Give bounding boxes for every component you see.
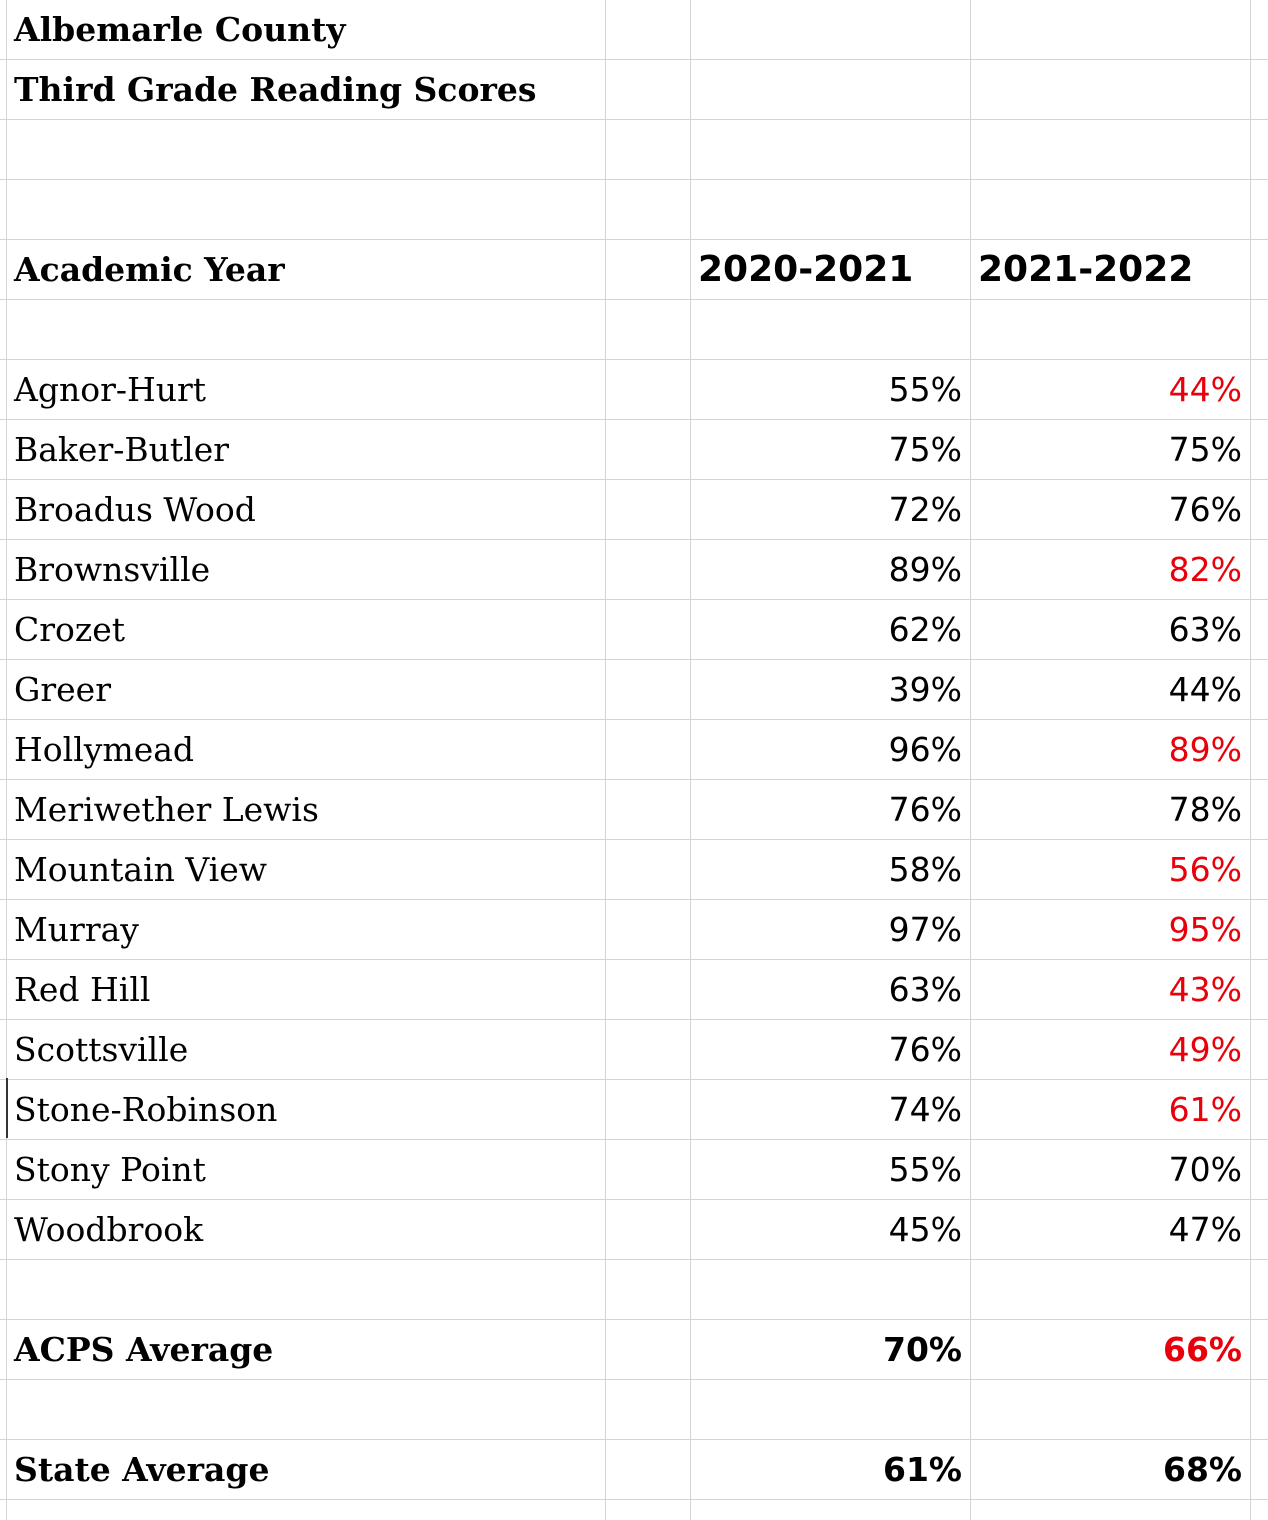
row-divider	[0, 479, 1268, 480]
score-2021-2022[interactable]: 76%	[1168, 490, 1242, 529]
score-2021-2022[interactable]: 75%	[1168, 430, 1242, 469]
year-header-2020-2021[interactable]: 2020-2021	[698, 249, 914, 290]
score-2020-2021[interactable]: 76%	[888, 1030, 962, 1069]
state-average-2020-2021[interactable]: 61%	[883, 1450, 962, 1489]
score-2021-2022[interactable]: 82%	[1168, 550, 1242, 589]
score-2020-2021[interactable]: 62%	[888, 610, 962, 649]
score-2021-2022[interactable]: 47%	[1168, 1210, 1242, 1249]
score-2021-2022[interactable]: 49%	[1168, 1030, 1242, 1069]
title-line-1[interactable]: Albemarle County	[14, 10, 346, 49]
score-2020-2021[interactable]: 89%	[888, 550, 962, 589]
score-2020-2021[interactable]: 72%	[888, 490, 962, 529]
row-divider	[0, 779, 1268, 780]
row-divider	[0, 299, 1268, 300]
school-name[interactable]: Broadus Wood	[14, 490, 256, 529]
school-name[interactable]: Hollymead	[14, 730, 195, 769]
score-2020-2021[interactable]: 97%	[888, 910, 962, 949]
school-name[interactable]: Baker-Butler	[14, 430, 229, 469]
state-average-label[interactable]: State Average	[14, 1450, 270, 1489]
score-2021-2022[interactable]: 61%	[1168, 1090, 1242, 1129]
column-divider	[605, 0, 606, 1520]
column-divider	[6, 0, 7, 1520]
school-name[interactable]: Mountain View	[14, 850, 267, 889]
score-2021-2022[interactable]: 43%	[1168, 970, 1242, 1009]
school-name[interactable]: Scottsville	[14, 1030, 189, 1069]
column-divider	[1250, 0, 1251, 1520]
school-name[interactable]: Agnor-Hurt	[14, 370, 207, 409]
acps-average-2021-2022[interactable]: 66%	[1163, 1330, 1242, 1369]
school-name[interactable]: Red Hill	[14, 970, 151, 1009]
row-divider	[0, 539, 1268, 540]
row-divider	[0, 359, 1268, 360]
score-2020-2021[interactable]: 74%	[888, 1090, 962, 1129]
row-divider	[0, 839, 1268, 840]
score-2020-2021[interactable]: 39%	[888, 670, 962, 709]
row-divider	[0, 959, 1268, 960]
row-divider	[0, 1379, 1268, 1380]
score-2021-2022[interactable]: 95%	[1168, 910, 1242, 949]
school-name[interactable]: Greer	[14, 670, 111, 709]
school-name[interactable]: Woodbrook	[14, 1210, 204, 1249]
school-name[interactable]: Brownsville	[14, 550, 211, 589]
row-divider	[0, 599, 1268, 600]
academic-year-header[interactable]: Academic Year	[14, 250, 285, 289]
state-average-2021-2022[interactable]: 68%	[1163, 1450, 1242, 1489]
school-name[interactable]: Meriwether Lewis	[14, 790, 319, 829]
score-2021-2022[interactable]: 78%	[1168, 790, 1242, 829]
active-cell-marker	[6, 1078, 8, 1138]
score-2021-2022[interactable]: 44%	[1168, 670, 1242, 709]
row-divider	[0, 719, 1268, 720]
row-divider	[0, 59, 1268, 60]
row-divider	[0, 659, 1268, 660]
row-divider	[0, 1319, 1268, 1320]
row-divider	[0, 1259, 1268, 1260]
school-name[interactable]: Stone-Robinson	[14, 1090, 278, 1129]
score-2021-2022[interactable]: 63%	[1168, 610, 1242, 649]
row-divider	[0, 1199, 1268, 1200]
school-name[interactable]: Crozet	[14, 610, 126, 649]
row-divider	[0, 419, 1268, 420]
title-line-2[interactable]: Third Grade Reading Scores	[14, 70, 537, 109]
acps-average-label[interactable]: ACPS Average	[14, 1330, 274, 1369]
row-divider	[0, 1439, 1268, 1440]
year-header-2021-2022[interactable]: 2021-2022	[978, 249, 1194, 290]
score-2021-2022[interactable]: 56%	[1168, 850, 1242, 889]
score-2020-2021[interactable]: 55%	[888, 1150, 962, 1189]
column-divider	[690, 0, 691, 1520]
row-divider	[0, 1079, 1268, 1080]
row-divider	[0, 1019, 1268, 1020]
acps-average-2020-2021[interactable]: 70%	[883, 1330, 962, 1369]
row-divider	[0, 1499, 1268, 1500]
score-2020-2021[interactable]: 58%	[888, 850, 962, 889]
score-2021-2022[interactable]: 44%	[1168, 370, 1242, 409]
row-divider	[0, 239, 1268, 240]
row-divider	[0, 1139, 1268, 1140]
score-2020-2021[interactable]: 76%	[888, 790, 962, 829]
score-2020-2021[interactable]: 96%	[888, 730, 962, 769]
column-divider	[970, 0, 971, 1520]
score-2021-2022[interactable]: 70%	[1168, 1150, 1242, 1189]
row-divider	[0, 119, 1268, 120]
score-2021-2022[interactable]: 89%	[1168, 730, 1242, 769]
score-2020-2021[interactable]: 55%	[888, 370, 962, 409]
score-2020-2021[interactable]: 75%	[888, 430, 962, 469]
row-divider	[0, 179, 1268, 180]
school-name[interactable]: Stony Point	[14, 1150, 206, 1189]
score-2020-2021[interactable]: 63%	[888, 970, 962, 1009]
school-name[interactable]: Murray	[14, 910, 139, 949]
row-divider	[0, 899, 1268, 900]
score-2020-2021[interactable]: 45%	[888, 1210, 962, 1249]
